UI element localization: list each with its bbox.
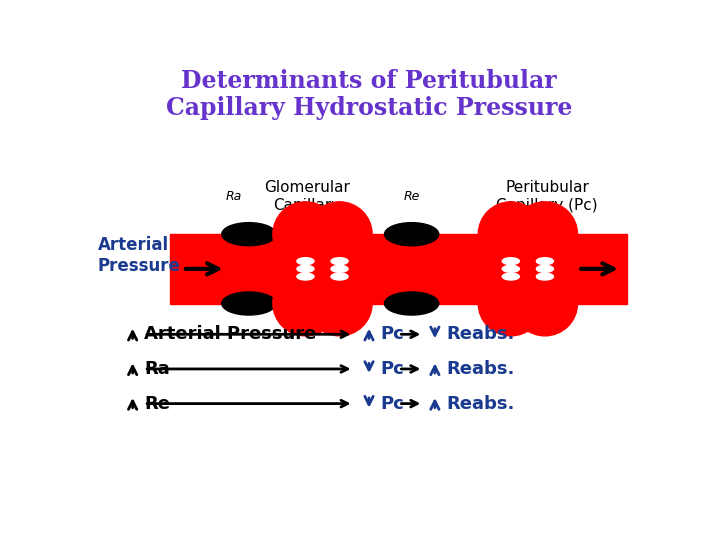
Text: Glomerular
Capillary: Glomerular Capillary [264, 180, 350, 213]
Ellipse shape [297, 258, 314, 265]
Circle shape [273, 271, 338, 336]
Circle shape [307, 202, 372, 267]
Ellipse shape [331, 258, 348, 265]
Ellipse shape [222, 292, 276, 315]
Ellipse shape [384, 222, 438, 246]
Ellipse shape [384, 292, 438, 315]
Text: Ra: Ra [144, 360, 170, 378]
Ellipse shape [222, 222, 276, 246]
Text: Peritubular
Capillary (Pc): Peritubular Capillary (Pc) [496, 180, 598, 213]
Text: Pc: Pc [381, 360, 405, 378]
Text: Arterial
Pressure: Arterial Pressure [98, 237, 181, 275]
Circle shape [307, 271, 372, 336]
Text: Re: Re [144, 395, 170, 413]
Text: Reabs.: Reabs. [446, 395, 515, 413]
Text: Reabs.: Reabs. [446, 360, 515, 378]
Text: Reabs.: Reabs. [446, 325, 515, 343]
Bar [170, 234, 627, 303]
Ellipse shape [503, 258, 519, 265]
Ellipse shape [503, 265, 519, 272]
Text: Ra: Ra [225, 190, 241, 203]
Circle shape [478, 202, 544, 267]
Circle shape [478, 271, 544, 336]
Circle shape [513, 202, 577, 267]
Text: Arterial Pressure: Arterial Pressure [144, 325, 317, 343]
Ellipse shape [536, 265, 554, 272]
Ellipse shape [536, 273, 554, 280]
Text: Re: Re [403, 190, 420, 203]
Ellipse shape [536, 258, 554, 265]
Ellipse shape [297, 265, 314, 272]
Circle shape [513, 271, 577, 336]
Text: Pc: Pc [381, 325, 405, 343]
Ellipse shape [297, 273, 314, 280]
Ellipse shape [331, 265, 348, 272]
Ellipse shape [503, 273, 519, 280]
Text: Determinants of Peritubular
Capillary Hydrostatic Pressure: Determinants of Peritubular Capillary Hy… [166, 69, 572, 119]
Circle shape [273, 202, 338, 267]
Ellipse shape [331, 273, 348, 280]
Text: Pc: Pc [381, 395, 405, 413]
